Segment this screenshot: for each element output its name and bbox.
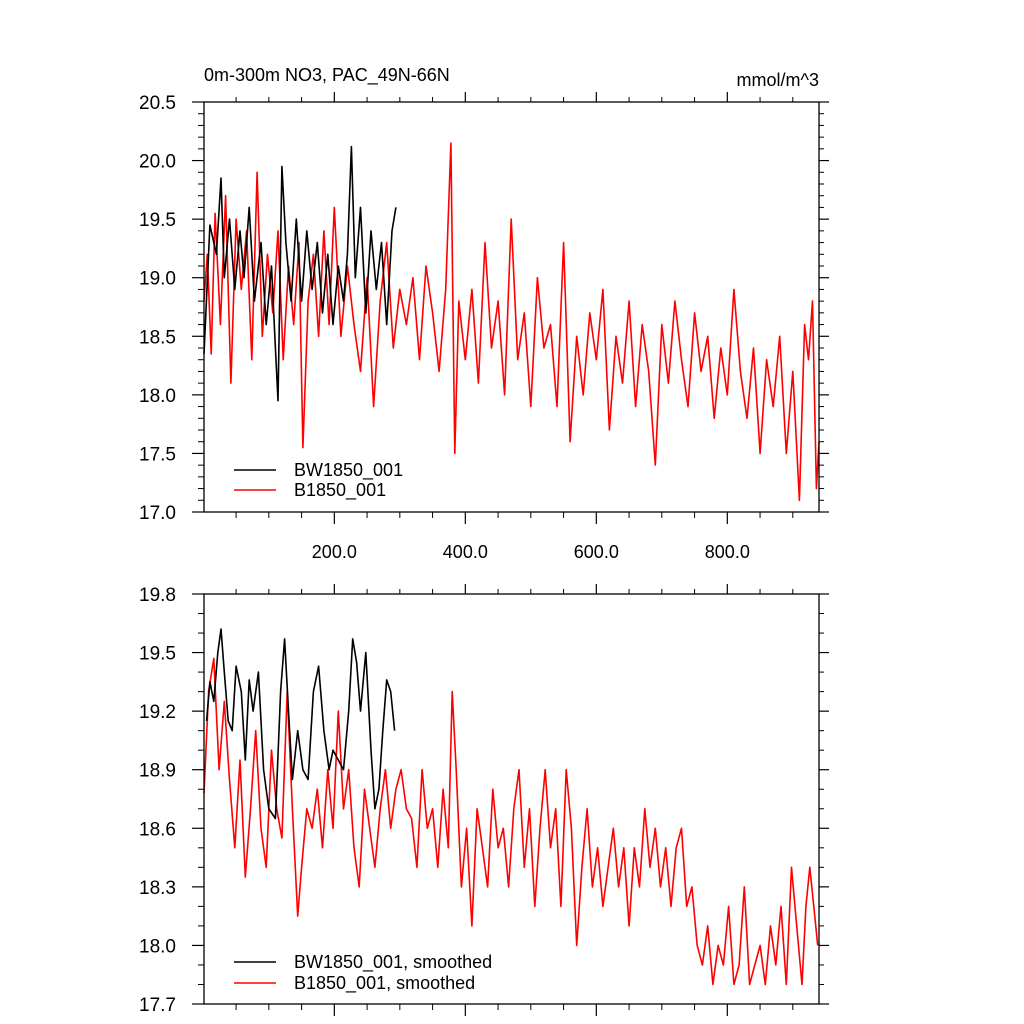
top-series-group <box>203 142 820 502</box>
y-tick-label: 19.0 <box>139 269 176 290</box>
y-tick-label: 19.5 <box>139 210 176 231</box>
top-plot-frame <box>203 101 820 513</box>
x-tick-label: 800.0 <box>705 542 750 562</box>
legend-label: BW1850_001, smoothed <box>294 952 492 973</box>
x-tick-label: 400.0 <box>443 542 488 562</box>
x-tick-label: 600.0 <box>574 542 619 562</box>
y-tick-label: 17.0 <box>139 503 176 524</box>
y-tick-label: 17.7 <box>139 995 176 1016</box>
y-tick-label: 17.5 <box>139 444 176 465</box>
series-line-red <box>203 657 819 986</box>
x-tick-label: 200.0 <box>312 542 357 562</box>
top-axis-ticks: 200.0 400.0 600.0 800.0 17.0 17.5 18.0 18.5 19.0… <box>139 92 829 562</box>
y-tick-label: 19.8 <box>139 585 176 606</box>
y-tick-label: 18.5 <box>139 327 176 348</box>
y-tick-label: 19.2 <box>139 702 176 723</box>
legend-label: B1850_001 <box>294 480 386 501</box>
y-tick-label: 18.9 <box>139 761 176 782</box>
y-tick-label: 20.0 <box>139 152 176 173</box>
top-chart-units: mmol/m^3 <box>737 70 819 90</box>
legend-label: B1850_001, smoothed <box>294 973 475 994</box>
bottom-axis-ticks: 17.7 18.0 18.3 18.6 18.9 19.2 19.5 19.8 <box>139 584 829 1016</box>
series-line-black <box>203 145 397 402</box>
bottom-series-group <box>203 628 819 986</box>
bottom-panel: 17.7 18.0 18.3 18.6 18.9 19.2 19.5 19.8 BW1850_… <box>139 584 829 1016</box>
y-tick-label: 18.6 <box>139 819 176 840</box>
top-chart-title: 0m-300m NO3, PAC_49N-66N <box>204 65 450 86</box>
bottom-plot-frame <box>203 593 820 1005</box>
y-tick-label: 18.0 <box>139 386 176 407</box>
y-tick-label: 19.5 <box>139 644 176 665</box>
y-tick-label: 18.0 <box>139 936 176 957</box>
y-tick-label: 18.3 <box>139 878 176 899</box>
top-panel: 0m-300m NO3, PAC_49N-66N mmol/m^3 200.0 4… <box>139 65 829 562</box>
series-line-red <box>203 142 820 502</box>
legend-label: BW1850_001 <box>294 460 403 481</box>
series-line-black <box>205 628 396 820</box>
y-tick-label: 20.5 <box>139 93 176 114</box>
